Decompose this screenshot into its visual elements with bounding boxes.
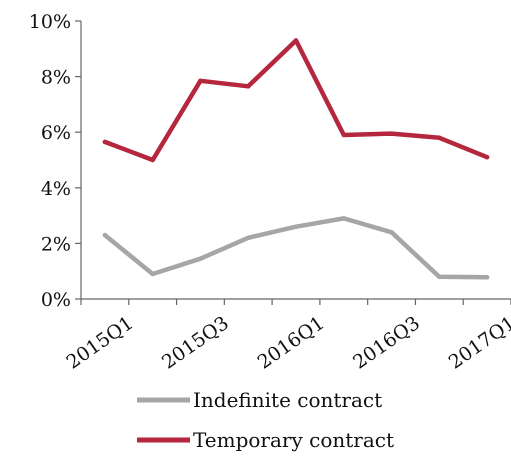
y-tick-label: 0% <box>41 289 71 311</box>
y-tick-label: 6% <box>41 122 71 144</box>
x-tick-label: 2015Q3 <box>158 312 233 374</box>
x-tick-label: 2016Q3 <box>349 312 424 374</box>
data-point <box>246 84 251 89</box>
data-point <box>437 274 442 279</box>
data-point <box>198 256 203 261</box>
data-point <box>484 275 490 280</box>
data-point <box>389 230 394 235</box>
x-tick-label: 2015Q1 <box>62 312 137 374</box>
data-point <box>389 131 394 136</box>
data-point <box>150 157 155 163</box>
data-point <box>293 224 299 229</box>
data-point <box>102 232 108 238</box>
y-tick-label: 4% <box>41 178 71 200</box>
x-tick-label: 2016Q1 <box>254 312 329 374</box>
x-tick-label: 2017Q1 <box>445 312 511 374</box>
x-axis: 2015Q1 2015Q3 2016Q1 2016Q3 2017Q1 <box>62 298 511 374</box>
series-line-1 <box>102 38 490 163</box>
data-point <box>198 78 203 83</box>
y-tick-label: 8% <box>41 67 71 89</box>
data-point <box>484 155 490 160</box>
y-tick-label: 10% <box>29 11 71 33</box>
legend: Indefinite contract Temporary contract <box>137 388 394 452</box>
data-point <box>341 216 346 221</box>
y-tick-label: 2% <box>41 233 71 255</box>
data-point <box>437 135 442 140</box>
legend-label: Temporary contract <box>193 428 394 452</box>
data-point <box>246 235 251 241</box>
data-point <box>341 132 346 138</box>
legend-label: Indefinite contract <box>193 388 382 412</box>
data-point <box>150 271 155 277</box>
y-axis: 0% 2% 4% 6% 8% 10% <box>29 11 82 311</box>
data-point <box>102 139 108 145</box>
series-layer <box>102 38 490 280</box>
data-point <box>293 38 299 43</box>
